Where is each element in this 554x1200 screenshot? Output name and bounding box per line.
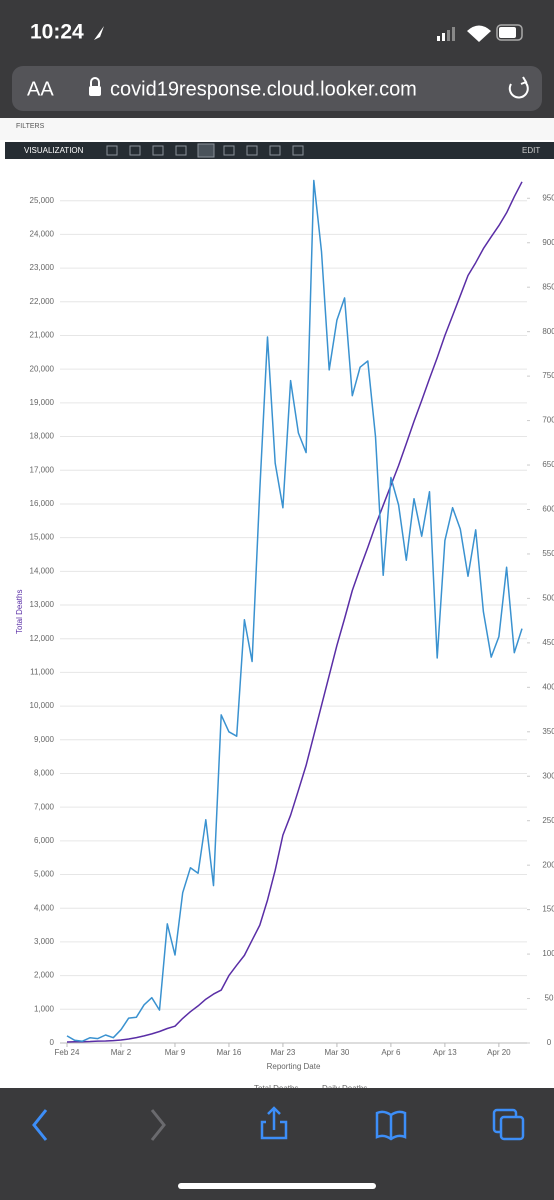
y2-tick-label: 300 bbox=[542, 771, 554, 780]
y-tick-label: 4,000 bbox=[34, 903, 55, 912]
back-button[interactable] bbox=[32, 1109, 48, 1141]
reader-button[interactable]: AA bbox=[27, 78, 54, 100]
location-icon bbox=[94, 26, 104, 40]
bookmarks-button[interactable] bbox=[375, 1110, 407, 1141]
y2-tick-label: 600 bbox=[542, 505, 554, 514]
y2-tick-label: 500 bbox=[542, 594, 554, 603]
y-tick-label: 23,000 bbox=[30, 263, 55, 272]
y2-tick-label: 900 bbox=[542, 238, 554, 247]
x-tick-label: Mar 23 bbox=[270, 1048, 295, 1057]
y-tick-label: 9,000 bbox=[34, 735, 55, 744]
y-tick-label: 2,000 bbox=[34, 971, 55, 980]
y-tick-label: 13,000 bbox=[30, 600, 55, 609]
y-tick-label: 22,000 bbox=[30, 297, 55, 306]
y-axis-title: Total Deaths bbox=[15, 590, 24, 634]
signal-icon bbox=[437, 27, 455, 41]
tabs-button[interactable] bbox=[499, 1115, 525, 1141]
x-tick-label: Mar 2 bbox=[111, 1048, 132, 1057]
y-tick-label: 24,000 bbox=[30, 230, 55, 239]
filters-label[interactable]: FILTERS bbox=[16, 123, 45, 130]
y-tick-label: 8,000 bbox=[34, 769, 55, 778]
x-axis-title: Reporting Date bbox=[267, 1062, 321, 1071]
x-tick-label: Mar 9 bbox=[165, 1048, 186, 1057]
browser-toolbar bbox=[0, 1088, 554, 1200]
url-text[interactable]: covid19response.cloud.looker.com bbox=[110, 78, 417, 100]
viz-type-icons[interactable] bbox=[106, 143, 304, 158]
x-tick-label: Apr 20 bbox=[487, 1048, 511, 1057]
y-tick-label: 25,000 bbox=[30, 196, 55, 205]
y2-tick-label: 750 bbox=[542, 371, 554, 380]
y-tick-label: 14,000 bbox=[30, 566, 55, 575]
y-tick-label: 1,000 bbox=[34, 1004, 55, 1013]
y2-tick-label: 100 bbox=[542, 949, 554, 958]
y2-tick-label: 0 bbox=[547, 1038, 552, 1047]
y-tick-label: 6,000 bbox=[34, 836, 55, 845]
x-tick-label: Apr 6 bbox=[381, 1048, 401, 1057]
viz-title[interactable]: VISUALIZATION bbox=[24, 146, 84, 155]
y2-tick-label: 650 bbox=[542, 460, 554, 469]
y-tick-label: 11,000 bbox=[30, 668, 54, 677]
wifi-icon bbox=[467, 25, 491, 42]
y2-tick-label: 350 bbox=[542, 727, 554, 736]
y2-tick-label: 150 bbox=[542, 905, 554, 914]
data-line bbox=[66, 181, 523, 1043]
y2-tick-label: 550 bbox=[542, 549, 554, 558]
y-tick-label: 20,000 bbox=[30, 364, 55, 373]
y2-tick-label: 50 bbox=[545, 994, 554, 1003]
y-tick-label: 15,000 bbox=[30, 533, 55, 542]
y2-tick-label: 450 bbox=[542, 638, 554, 647]
x-tick-label: Mar 16 bbox=[216, 1048, 241, 1057]
url-bar[interactable] bbox=[12, 66, 542, 111]
forward-button[interactable] bbox=[150, 1109, 166, 1141]
y2-tick-label: 700 bbox=[542, 416, 554, 425]
y-tick-label: 17,000 bbox=[30, 465, 55, 474]
y-tick-label: 0 bbox=[50, 1038, 55, 1047]
y-tick-label: 12,000 bbox=[30, 634, 55, 643]
y-tick-label: 19,000 bbox=[30, 398, 55, 407]
x-tick-label: Mar 30 bbox=[324, 1048, 349, 1057]
y2-tick-label: 200 bbox=[542, 860, 554, 869]
y2-tick-label: 250 bbox=[542, 816, 554, 825]
data-line bbox=[66, 179, 523, 1042]
y2-tick-label: 850 bbox=[542, 282, 554, 291]
y-tick-label: 7,000 bbox=[34, 802, 55, 811]
reload-button[interactable] bbox=[508, 76, 529, 99]
x-tick-label: Feb 24 bbox=[55, 1048, 80, 1057]
share-button[interactable] bbox=[260, 1106, 288, 1140]
edit-button[interactable]: EDIT bbox=[522, 146, 540, 155]
y2-tick-label: 950 bbox=[542, 193, 554, 202]
x-tick-label: Apr 13 bbox=[433, 1048, 457, 1057]
y-tick-label: 3,000 bbox=[34, 937, 55, 946]
status-time: 10:24 bbox=[30, 21, 84, 44]
lock-shackle bbox=[90, 77, 100, 86]
y-tick-label: 10,000 bbox=[30, 701, 55, 710]
y-tick-label: 16,000 bbox=[30, 499, 55, 508]
home-indicator bbox=[178, 1183, 376, 1189]
y-tick-label: 21,000 bbox=[30, 331, 55, 340]
y2-tick-label: 800 bbox=[542, 327, 554, 336]
y-tick-label: 18,000 bbox=[30, 432, 55, 441]
filters-bar bbox=[0, 118, 554, 140]
battery-icon bbox=[496, 24, 523, 41]
chart: 0 1,000 2,000 3,000 4,000 5,000 6,000 7,000 8,00… bbox=[15, 179, 554, 1093]
y-tick-label: 5,000 bbox=[34, 870, 55, 879]
battery-level bbox=[499, 27, 516, 38]
lock-icon bbox=[89, 86, 101, 96]
y2-tick-label: 400 bbox=[542, 682, 554, 691]
